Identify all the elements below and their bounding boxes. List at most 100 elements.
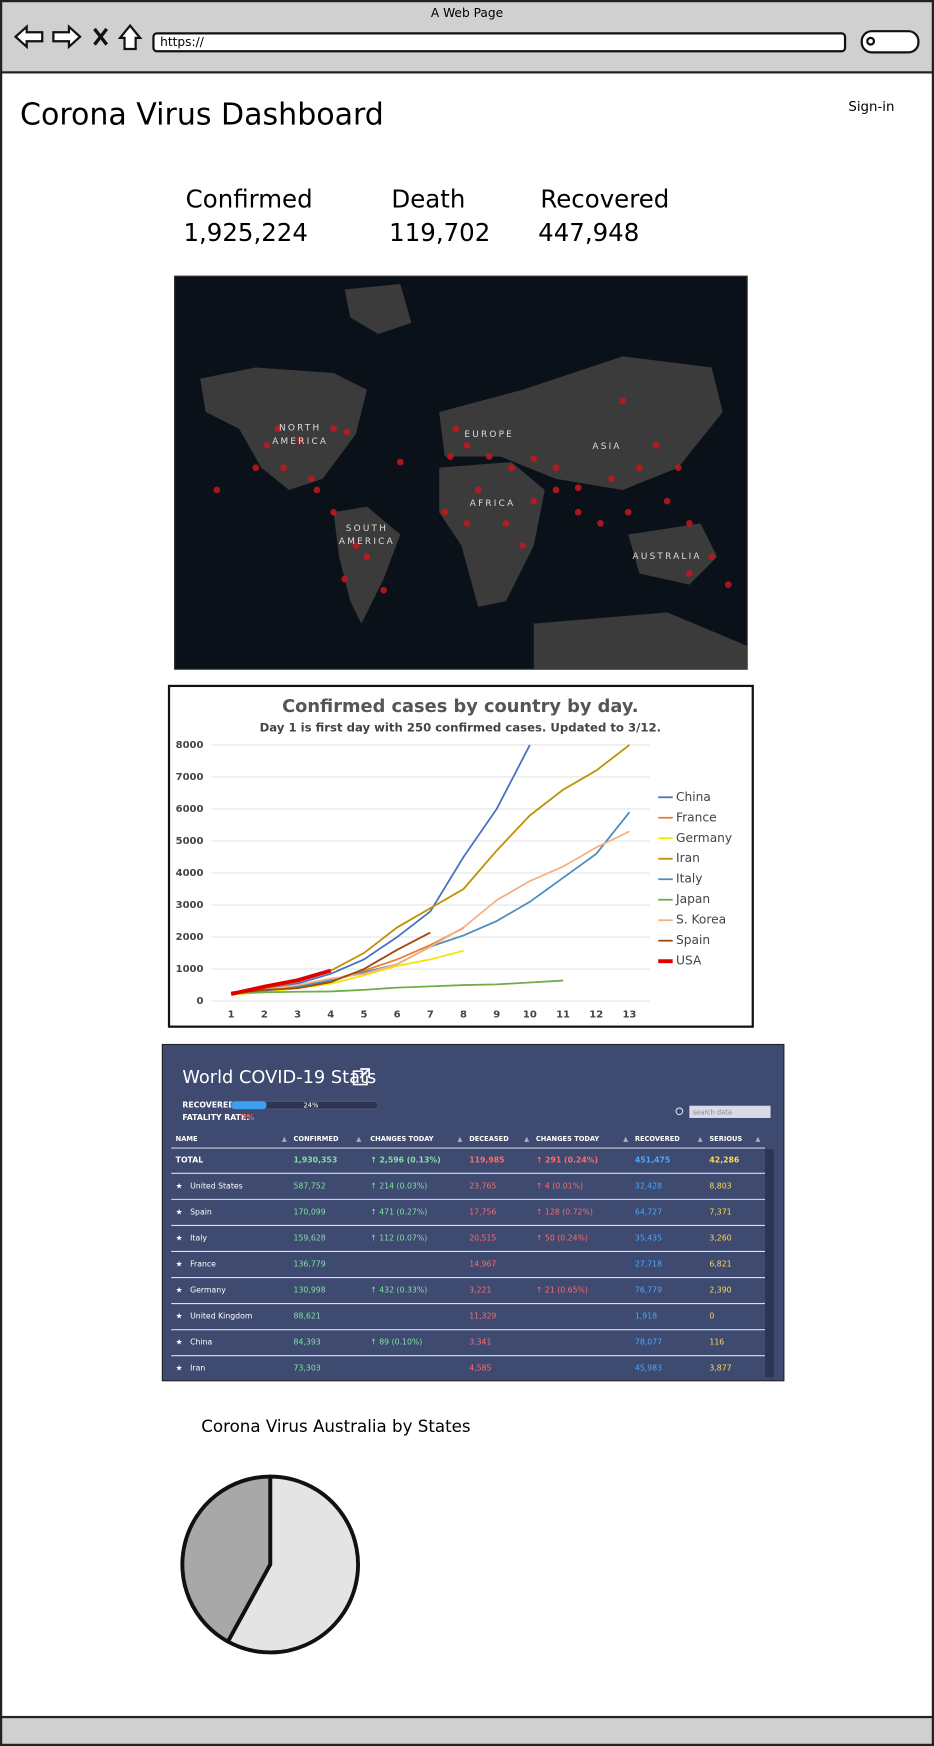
fatality-label: FATALITY RATE: <box>182 1113 249 1122</box>
y-tick-label: 1000 <box>176 964 204 975</box>
case-dot <box>474 486 482 494</box>
series-line <box>230 968 332 996</box>
x-tick-label: 1 <box>228 1009 235 1020</box>
case-dot <box>343 428 351 436</box>
x-tick-label: 10 <box>523 1009 537 1020</box>
legend-label: Germany <box>676 831 732 845</box>
table-cell: TOTAL <box>176 1155 204 1164</box>
nav-icons[interactable] <box>13 23 143 51</box>
column-header[interactable]: CHANGES TODAY <box>536 1135 599 1143</box>
case-dot <box>485 453 493 460</box>
table-cell: ↑ 291 (0.24%) <box>536 1155 598 1164</box>
case-dot <box>380 586 387 594</box>
column-header[interactable]: NAME <box>176 1135 198 1143</box>
table-cell: ↑ 471 (0.27%) <box>370 1207 427 1216</box>
table-cell: ↑ 4 (0.01%) <box>536 1181 583 1190</box>
case-dot <box>363 553 371 561</box>
series-line <box>231 979 564 994</box>
case-dot <box>636 464 643 472</box>
case-dot <box>708 553 715 561</box>
table-cell: ↑ 432 (0.33%) <box>370 1286 427 1295</box>
search-button[interactable] <box>860 30 920 54</box>
legend-label: China <box>676 790 711 804</box>
star-icon[interactable]: ★ <box>176 1286 183 1295</box>
table-cell: 116 <box>709 1338 724 1347</box>
star-icon[interactable]: ★ <box>176 1233 183 1242</box>
table-cell: 17,756 <box>469 1207 496 1216</box>
table-cell: 3,877 <box>709 1364 731 1373</box>
table-cell: 2,390 <box>709 1286 731 1295</box>
y-tick-label: 4000 <box>176 868 204 879</box>
x-tick-label: 5 <box>360 1009 367 1020</box>
series-line <box>231 744 531 994</box>
table-cell: 32,428 <box>635 1181 662 1190</box>
chart-title: Confirmed cases by country by day. <box>282 696 638 717</box>
y-tick-label: 0 <box>197 996 204 1007</box>
y-tick-label: 8000 <box>176 740 204 751</box>
star-icon[interactable]: ★ <box>176 1338 183 1347</box>
search-placeholder: search data <box>693 1108 732 1116</box>
case-dot <box>446 453 454 460</box>
column-header[interactable]: RECOVERED <box>635 1135 680 1143</box>
external-link-icon[interactable] <box>352 1068 370 1086</box>
table-cell: 1,918 <box>635 1312 657 1321</box>
table-cell: 14,967 <box>469 1260 496 1269</box>
star-icon[interactable]: ★ <box>176 1260 183 1269</box>
x-tick-label: 8 <box>460 1009 467 1020</box>
case-dot <box>552 486 560 494</box>
table-cell: 587,752 <box>294 1181 326 1190</box>
sign-in[interactable]: Sign-in <box>848 100 894 115</box>
legend-label: Japan <box>675 892 710 906</box>
case-dot <box>597 520 604 527</box>
case-dot <box>686 520 693 527</box>
search-icon <box>675 1107 684 1116</box>
table-cell: 3,260 <box>709 1233 731 1242</box>
table-cell: 130,998 <box>294 1286 326 1295</box>
case-dot <box>441 508 449 516</box>
table-cell: 76,779 <box>635 1286 662 1295</box>
case-dot <box>396 458 404 466</box>
case-dot <box>652 442 660 449</box>
scrollbar[interactable] <box>764 1149 774 1378</box>
stat-value: 119,702 <box>389 218 490 247</box>
pie-chart <box>180 1474 360 1655</box>
column-header[interactable]: DECEASED <box>469 1135 509 1143</box>
case-dot <box>663 497 671 505</box>
column-header[interactable]: CHANGES TODAY <box>370 1135 433 1143</box>
star-icon[interactable]: ★ <box>176 1181 183 1190</box>
table-cell: Germany <box>190 1286 226 1295</box>
recovered-label: RECOVERED: <box>182 1101 237 1110</box>
table-cell: ↑ 21 (0.65%) <box>536 1286 588 1295</box>
table-title[interactable]: World COVID-19 Stats <box>182 1067 376 1088</box>
table-cell: 8,803 <box>709 1181 731 1190</box>
column-header[interactable]: CONFIRMED <box>294 1135 339 1143</box>
star-icon[interactable]: ★ <box>176 1364 183 1373</box>
legend-label: S. Korea <box>676 913 726 927</box>
chart-subtitle: Day 1 is first day with 250 confirmed ca… <box>260 721 661 735</box>
table-cell: 7,371 <box>709 1207 731 1216</box>
map-label: AUSTRALIA <box>633 552 702 562</box>
case-dot <box>252 464 260 472</box>
case-dot <box>608 475 615 483</box>
pie-slice <box>225 1474 360 1655</box>
x-tick-label: 13 <box>622 1009 636 1020</box>
table-cell: 1,930,353 <box>294 1155 338 1164</box>
x-tick-label: 12 <box>589 1009 603 1020</box>
table-cell: Italy <box>190 1233 207 1242</box>
x-tick-label: 6 <box>394 1009 401 1020</box>
x-tick-label: 2 <box>261 1009 268 1020</box>
star-icon[interactable]: ★ <box>176 1312 183 1321</box>
search-box[interactable] <box>689 1105 771 1118</box>
table-cell: 88,621 <box>294 1312 321 1321</box>
star-icon[interactable]: ★ <box>176 1207 183 1216</box>
table-cell: 4,585 <box>469 1364 491 1373</box>
column-header[interactable]: SERIOUS <box>709 1135 742 1143</box>
case-dot <box>280 464 287 472</box>
map-label: AFRICA <box>470 499 516 509</box>
case-dot <box>274 425 282 433</box>
case-dot <box>463 442 471 449</box>
table-cell: 73,303 <box>294 1364 321 1373</box>
pie-slice <box>180 1474 273 1644</box>
address-bar[interactable] <box>152 32 847 53</box>
